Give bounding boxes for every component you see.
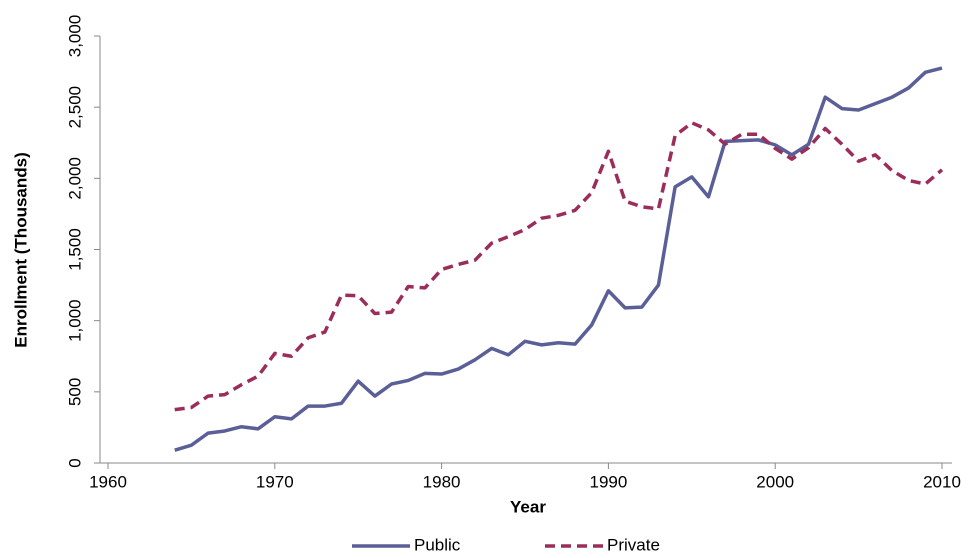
- y-tick-label: 2,000: [65, 157, 84, 200]
- line-series: [174, 66, 943, 452]
- x-tick-label: 2000: [756, 472, 794, 491]
- y-tick-label: 1,500: [65, 228, 84, 271]
- line-series: [174, 121, 944, 412]
- x-tick-label: 1960: [89, 472, 127, 491]
- x-axis-label: Year: [510, 497, 546, 516]
- y-tick-label: 0: [65, 458, 84, 467]
- x-tick-label: 1990: [589, 472, 627, 491]
- y-tick-label: 3,000: [65, 15, 84, 58]
- y-axis-label: Enrollment (Thousands): [11, 152, 30, 348]
- legend-label: Private: [607, 535, 660, 554]
- x-tick-label: 1970: [256, 472, 294, 491]
- y-tick-label: 1,000: [65, 299, 84, 342]
- y-tick-label: 2,500: [65, 86, 84, 129]
- legend-label: Public: [414, 535, 461, 554]
- x-tick-label: 1980: [423, 472, 461, 491]
- x-tick-label: 2010: [923, 472, 961, 491]
- y-tick-label: 500: [65, 378, 84, 406]
